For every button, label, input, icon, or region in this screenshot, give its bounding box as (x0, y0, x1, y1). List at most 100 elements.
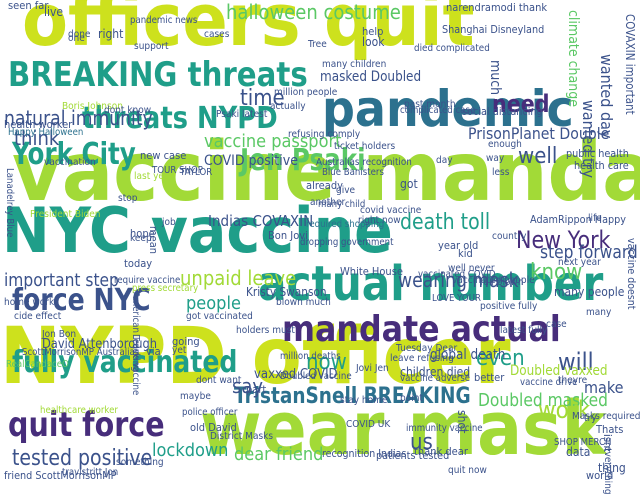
cloud-word: time (240, 86, 285, 111)
cloud-word: RealCandaceO (6, 359, 69, 370)
cloud-word: lockdown (152, 440, 229, 461)
cloud-word: unpaid leave (180, 266, 297, 290)
cloud-word: thing (598, 461, 626, 475)
cloud-word: vaccine passport (204, 131, 342, 152)
cloud-word: David Attenborough (42, 337, 158, 352)
cloud-word: keep (130, 233, 152, 244)
cloud-word: many child (318, 199, 366, 210)
cloud-word: ticket holders (334, 141, 396, 152)
cloud-word: NYPD officer (0, 312, 511, 402)
cloud-word: important step (4, 270, 119, 291)
cloud-word: Psaki latest (216, 109, 268, 120)
cloud-word: Doubled vaccine (280, 371, 352, 382)
cloud-word: via (146, 345, 161, 358)
cloud-word: another (310, 197, 346, 208)
cloud-word: us (410, 430, 433, 455)
cloud-word: got vaccinated (186, 311, 253, 322)
cloud-word: latest fully (500, 325, 548, 336)
cloud-word: case (546, 319, 567, 330)
cloud-word: Boris Johnson (62, 101, 123, 112)
cloud-word: York City (12, 137, 136, 172)
cloud-word: pandemic news (130, 15, 198, 26)
cloud-word: shot (455, 410, 469, 434)
cloud-word: Jon Bon (42, 329, 77, 340)
cloud-word: hope (130, 227, 155, 240)
cloud-word: maybe (180, 391, 211, 402)
cloud-word: home work (4, 297, 55, 308)
cloud-word: Masks required (572, 411, 640, 422)
cloud-word: press secretary (132, 283, 199, 294)
cloud-word: Doubled vaxxed (510, 363, 608, 379)
cloud-word: think (14, 126, 60, 150)
cloud-word: actual number (258, 256, 604, 312)
cloud-word: AdamRippon Happy (530, 213, 627, 226)
cloud-word: climate change (565, 10, 581, 108)
cloud-word: well never (448, 263, 495, 274)
cloud-word: patients tested (376, 449, 450, 462)
cloud-word: TristanSnell BREAKING (234, 384, 471, 409)
cloud-word: vaccine doesnt (625, 238, 638, 310)
cloud-word: say (232, 374, 264, 398)
cloud-word: past month (404, 99, 456, 110)
cloud-word: leave refusing (390, 353, 454, 364)
cloud-word: ScottMorrisonMP Australias (22, 347, 140, 358)
cloud-word: right (98, 27, 124, 41)
cloud-word: died complicated (414, 43, 490, 54)
cloud-word: healthcare worker (40, 405, 118, 416)
cloud-word: NYC vaccine (2, 194, 393, 267)
cloud-word: COVID UK (346, 419, 391, 430)
cloud-word: President Biden (30, 209, 101, 220)
cloud-word: TOUR SHOP (152, 165, 203, 176)
cloud-word: step forward (540, 242, 638, 263)
cloud-word: data (566, 445, 591, 459)
cloud-word: make (584, 378, 624, 397)
cloud-word: Jen Psaki (240, 143, 366, 178)
cloud-word: required shopping (306, 219, 385, 230)
cloud-word: already (306, 179, 343, 192)
cloud-word: TAYLOR (180, 167, 213, 178)
cloud-word: thank dear (414, 445, 468, 458)
cloud-word: Bon Jovi (268, 229, 308, 242)
cloud-word: LOVE YOUR (432, 293, 481, 304)
cloud-word: live (44, 5, 64, 19)
cloud-word: know (530, 260, 583, 285)
cloud-word: everything (602, 446, 613, 494)
cloud-word: halloween costume (226, 0, 401, 24)
cloud-word: Australias recognition (316, 157, 412, 168)
cloud-word: dear friend (234, 444, 324, 465)
cloud-word: PrisonPlanet Double (468, 124, 610, 143)
cloud-word: Jovi Jen (356, 363, 389, 374)
cloud-word: refusing comply (288, 129, 361, 140)
cloud-word: now (306, 350, 347, 375)
cloud-word: quit now (448, 465, 487, 476)
cloud-word: masked Doubled (320, 69, 422, 85)
cloud-word: public health (566, 147, 629, 160)
cloud-word: covid vaccine (360, 205, 422, 216)
cloud-word: part (246, 383, 267, 396)
cloud-word: less (492, 167, 510, 178)
cloud-word: Kristy Swanson (246, 285, 327, 299)
cloud-word: Lanadelrey Blue (4, 168, 15, 238)
cloud-word: BREAKING threats (8, 55, 308, 95)
cloud-word: many children (322, 59, 387, 70)
cloud-word: one (68, 33, 85, 44)
cloud-word: stop (118, 193, 138, 204)
cloud-word: death toll (400, 210, 491, 235)
cloud-word: Indias COVAXIN (208, 212, 314, 230)
cloud-word: complicated case (400, 105, 476, 116)
cloud-word: last year (134, 171, 174, 182)
cloud-word: point (400, 393, 423, 404)
cloud-word: wanted try (579, 100, 598, 179)
cloud-word: pandemic (322, 80, 574, 138)
cloud-word: yet (172, 345, 187, 356)
cloud-word: day (436, 155, 453, 166)
cloud-word: vaccination (44, 157, 96, 168)
cloud-word: year old (438, 239, 479, 252)
cloud-word: better (474, 371, 505, 384)
cloud-word: natural immunity (4, 106, 153, 130)
cloud-word: look (362, 35, 385, 49)
cloud-word: isnt (601, 434, 614, 453)
cloud-word: full blown (480, 277, 524, 288)
cloud-word: million deaths (280, 351, 341, 362)
